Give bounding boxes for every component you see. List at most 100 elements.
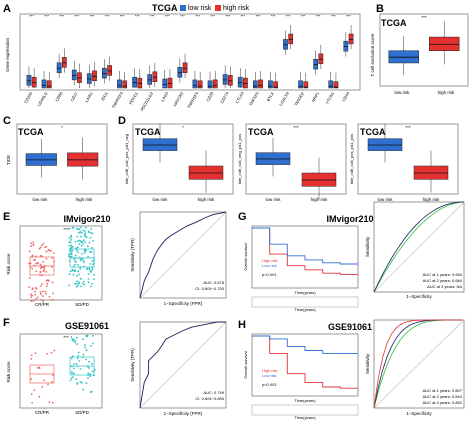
panel-e-point-resp [38,247,41,250]
panel-f-point-nonresp [75,362,78,365]
panel-h-p: p<0.001 [262,382,277,387]
panel-e-point-resp [32,241,35,244]
panel-f-point-nonresp [75,336,78,339]
panel-e-point-nonresp [74,254,77,257]
panel-a-ylabel: Gene expression [5,37,10,72]
panel-c-ylabel: TIDE [6,155,11,165]
panel-e-point-resp [48,295,51,298]
panel-e-point-nonresp [86,245,89,248]
panel-e-point-nonresp [85,226,87,229]
panel-e-point-resp [34,290,36,293]
panel-e-roc-line [139,211,227,299]
panel-f-frame [19,333,103,409]
panel-e-point-nonresp [77,284,79,287]
panel-f-point-nonresp [89,375,92,378]
panel-e-point-resp [30,242,33,245]
panel-e-point-resp [43,267,46,270]
panel-e-point-resp [39,293,42,295]
panel-e-point-nonresp [80,235,82,238]
panel-e-point-nonresp [82,260,85,262]
sig-CTLA4: *** [240,14,245,19]
panel-f-point-nonresp [90,344,93,347]
panel-e-point-nonresp [87,278,90,280]
panel-f-point-nonresp [79,381,82,384]
panel-e-point-nonresp [80,244,83,247]
panel-e-point-nonresp [75,249,78,252]
category-HAVCR2: HAVCR2 [172,90,185,107]
category-TNFRSF4: TNFRSF4 [111,90,125,109]
panel-e-point-nonresp [78,282,80,285]
sig-CD200: *** [29,14,34,19]
panel-f-roc-frame [139,321,227,409]
panel-f-point-nonresp [78,360,81,362]
panel-f-point-resp [43,407,46,410]
sig-BTLA: *** [271,14,276,19]
box-CD28-0 [207,80,213,89]
panel-e-point-resp [44,290,47,293]
panel-c-xlabel-high: high risk [76,197,94,202]
panel-e-point-resp [45,257,48,260]
category-PDCD1: PDCD1 [128,90,139,105]
box-CD40LG-0 [41,79,47,89]
panel-e-point-resp [30,300,33,303]
panel-f-point-nonresp [76,343,79,346]
panel-e-point-resp [43,269,46,271]
category-NRP1: NRP1 [310,90,320,102]
box-CD200-0 [26,75,32,86]
panel-g-auc1: AUC at 1 years: 0.654 [423,272,463,277]
panel-f-point-nonresp [74,339,77,342]
panel-f-point-resp [36,366,39,369]
panel-e-point-resp [45,270,48,273]
panel-f-point-nonresp [89,391,92,393]
box-LGALS9-1 [288,33,294,45]
panel-e-point-resp [35,262,37,265]
panel-e-point-resp [50,249,52,252]
sig-CD40LG: *** [44,14,49,19]
panel-e-point-resp [52,292,54,295]
panel-e-point-resp [45,285,48,287]
panel-e-roc-ylabel: Sensitivity (TPR) [130,238,135,272]
box-CTLA4-1 [243,77,248,89]
panel-e-point-resp [34,293,37,296]
panel-e-point-resp [46,282,49,285]
panel-e-point-nonresp [89,237,92,239]
panel-e-point-nonresp [90,271,92,273]
box-TNFRSF9-1 [197,80,203,89]
panel-e-point-nonresp [74,240,77,243]
box-CTLA4-0 [237,76,243,88]
panel-f-point-nonresp [83,344,86,346]
panel-f-point-nonresp [73,372,75,375]
panel-g-roc-diagonal [373,201,465,293]
box-PDCD1-0 [132,76,137,88]
panel-c-xlabel-low: low risk [32,197,48,202]
panel-e-point-nonresp [88,267,91,270]
panel-b-xlabel-high: high risk [438,90,456,95]
sig-CD86: *** [59,14,64,19]
panel-e-point-nonresp [70,253,73,255]
panel-e-point-nonresp [91,282,93,285]
panel-f-title: GSE91061 [65,321,109,331]
panel-e-point-nonresp [76,228,79,230]
panel-e-point-resp [30,296,32,299]
panel-f-point-nonresp [70,377,73,380]
panel-e-point-nonresp [77,240,79,242]
panel-b-frame [379,13,469,87]
panel-e-point-nonresp [68,253,70,256]
panel-e-point-nonresp [89,285,92,288]
panel-e-point-nonresp [81,252,83,255]
panel-e-point-resp [32,243,35,246]
panel-e-point-resp [31,294,34,297]
panel-c-title: TCGA [18,127,44,137]
panel-e-point-nonresp [87,255,89,258]
panel-d3-xlabel-low: low risk [377,197,393,202]
panel-g-auc2: AUC at 2 years: 0.684 [423,278,463,283]
panel-f-roc-line [139,321,226,409]
panel-e-point-nonresp [79,259,82,261]
panel-e-point-resp [42,242,45,245]
panel-g-risk-xlabel: Time(years) [294,307,316,312]
panel-a-boxes: *** CD200 *** CD40LG *** CD86 *** CD27 *** LAIR1 *… [23,14,354,112]
panel-e-point-resp [35,270,38,273]
panel-h-km-xlabel: Time(years) [294,398,316,403]
box-CD86-0 [56,62,62,73]
box-LAG3-0 [162,78,168,89]
